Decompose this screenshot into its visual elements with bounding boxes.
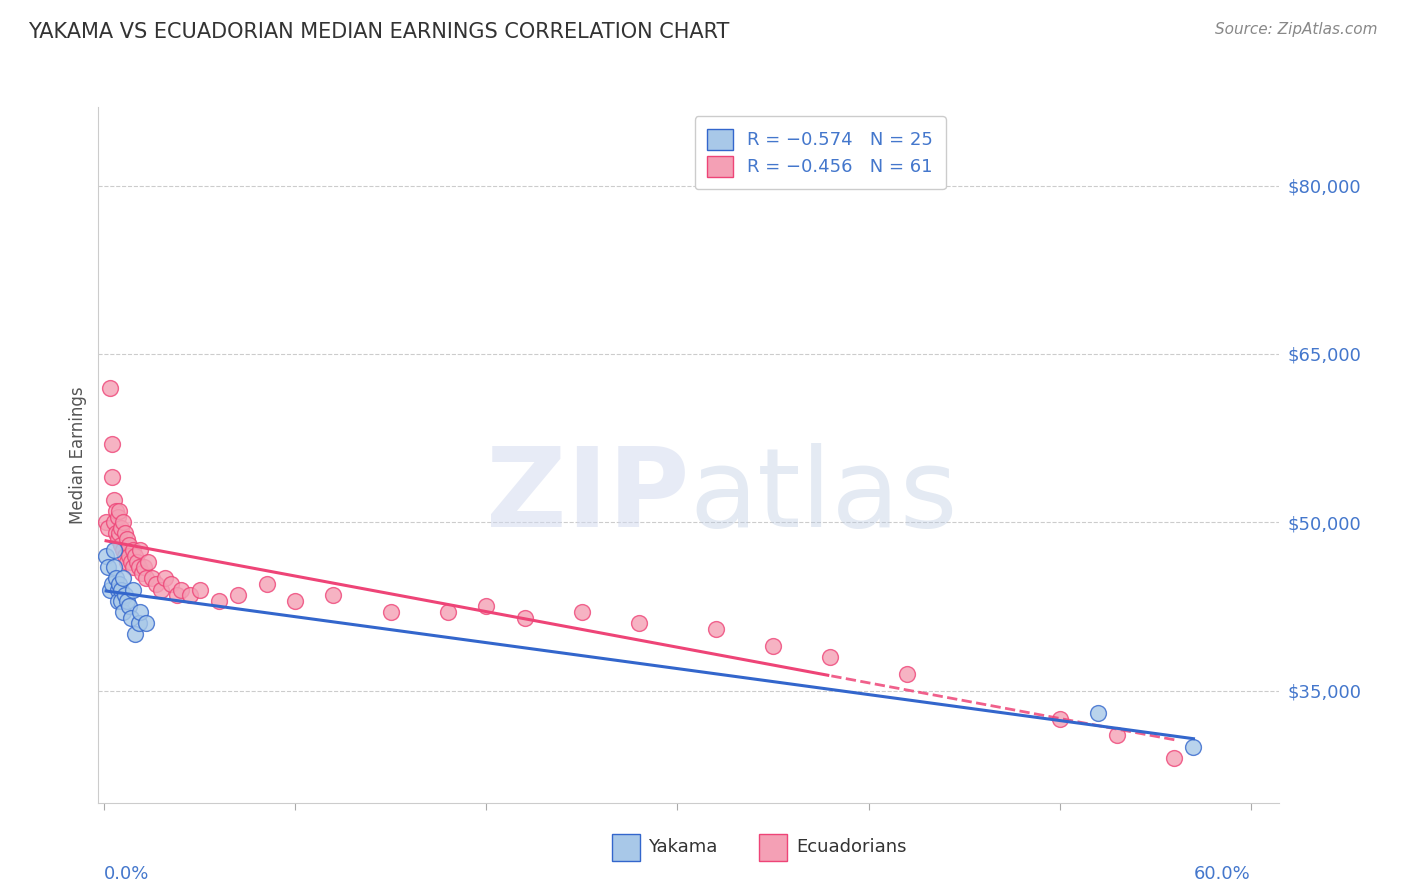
Text: 60.0%: 60.0% bbox=[1194, 864, 1251, 882]
Point bbox=[571, 605, 593, 619]
Point bbox=[155, 571, 177, 585]
Point bbox=[820, 649, 842, 664]
Point bbox=[104, 571, 127, 585]
Point bbox=[129, 543, 152, 558]
Point bbox=[118, 538, 141, 552]
Point bbox=[107, 582, 129, 597]
Point bbox=[124, 627, 146, 641]
Point bbox=[125, 555, 148, 569]
Point bbox=[169, 582, 191, 597]
Point bbox=[704, 622, 727, 636]
Text: atlas: atlas bbox=[689, 443, 957, 550]
Point bbox=[112, 571, 135, 585]
Point bbox=[121, 560, 143, 574]
Point bbox=[121, 582, 143, 597]
Point bbox=[110, 538, 132, 552]
Point bbox=[226, 588, 249, 602]
Legend: R = −0.574   N = 25, R = −0.456   N = 61: R = −0.574 N = 25, R = −0.456 N = 61 bbox=[695, 116, 946, 189]
Text: YAKAMA VS ECUADORIAN MEDIAN EARNINGS CORRELATION CHART: YAKAMA VS ECUADORIAN MEDIAN EARNINGS COR… bbox=[28, 22, 730, 42]
Point bbox=[118, 599, 141, 614]
Text: Ecuadorians: Ecuadorians bbox=[796, 838, 907, 856]
Text: ZIP: ZIP bbox=[485, 443, 689, 550]
Point bbox=[120, 610, 142, 624]
Point bbox=[380, 605, 402, 619]
Point bbox=[1182, 739, 1205, 754]
Y-axis label: Median Earnings: Median Earnings bbox=[69, 386, 87, 524]
Text: Yakama: Yakama bbox=[648, 838, 717, 856]
Point bbox=[98, 582, 121, 597]
Point bbox=[112, 515, 135, 529]
Point bbox=[1049, 712, 1071, 726]
Point bbox=[110, 521, 132, 535]
Point bbox=[475, 599, 498, 614]
Point bbox=[188, 582, 211, 597]
Point bbox=[437, 605, 460, 619]
Point bbox=[112, 605, 135, 619]
Point bbox=[103, 515, 125, 529]
Point bbox=[134, 560, 156, 574]
Point bbox=[141, 571, 163, 585]
Point bbox=[284, 594, 307, 608]
Point bbox=[114, 549, 136, 563]
Point bbox=[160, 577, 183, 591]
Point bbox=[101, 470, 124, 484]
Point bbox=[108, 526, 131, 541]
Point bbox=[98, 381, 121, 395]
Point bbox=[1087, 706, 1109, 720]
Point bbox=[513, 610, 536, 624]
Point bbox=[101, 436, 124, 450]
Point bbox=[94, 515, 117, 529]
Point bbox=[115, 555, 138, 569]
Point bbox=[896, 666, 918, 681]
Point bbox=[108, 504, 131, 518]
Point bbox=[107, 532, 129, 546]
Point bbox=[103, 543, 125, 558]
Point bbox=[104, 526, 127, 541]
Point bbox=[136, 555, 159, 569]
Text: 0.0%: 0.0% bbox=[104, 864, 149, 882]
Point bbox=[1163, 751, 1185, 765]
Point bbox=[97, 521, 120, 535]
Point bbox=[628, 616, 651, 631]
Point bbox=[322, 588, 344, 602]
Point bbox=[114, 588, 136, 602]
Point bbox=[103, 560, 125, 574]
Point bbox=[110, 582, 132, 597]
Point bbox=[166, 588, 188, 602]
Point bbox=[256, 577, 278, 591]
Point bbox=[107, 594, 129, 608]
Point bbox=[135, 616, 157, 631]
Point bbox=[107, 509, 129, 524]
Point bbox=[129, 605, 152, 619]
Point bbox=[128, 560, 150, 574]
Point bbox=[135, 571, 157, 585]
Point bbox=[112, 543, 135, 558]
Point bbox=[150, 582, 173, 597]
Point bbox=[110, 594, 132, 608]
Point bbox=[124, 549, 146, 563]
Point bbox=[115, 532, 138, 546]
Point bbox=[131, 566, 153, 580]
Point bbox=[115, 594, 138, 608]
Point bbox=[145, 577, 167, 591]
Point bbox=[179, 588, 201, 602]
Text: Source: ZipAtlas.com: Source: ZipAtlas.com bbox=[1215, 22, 1378, 37]
Point bbox=[103, 492, 125, 507]
Point bbox=[120, 555, 142, 569]
Point bbox=[762, 639, 785, 653]
Point bbox=[101, 577, 124, 591]
Point bbox=[128, 616, 150, 631]
Point bbox=[94, 549, 117, 563]
Point bbox=[208, 594, 231, 608]
Point bbox=[118, 549, 141, 563]
Point bbox=[108, 577, 131, 591]
Point bbox=[121, 543, 143, 558]
Point bbox=[1105, 729, 1128, 743]
Point bbox=[97, 560, 120, 574]
Point bbox=[114, 526, 136, 541]
Point bbox=[104, 504, 127, 518]
